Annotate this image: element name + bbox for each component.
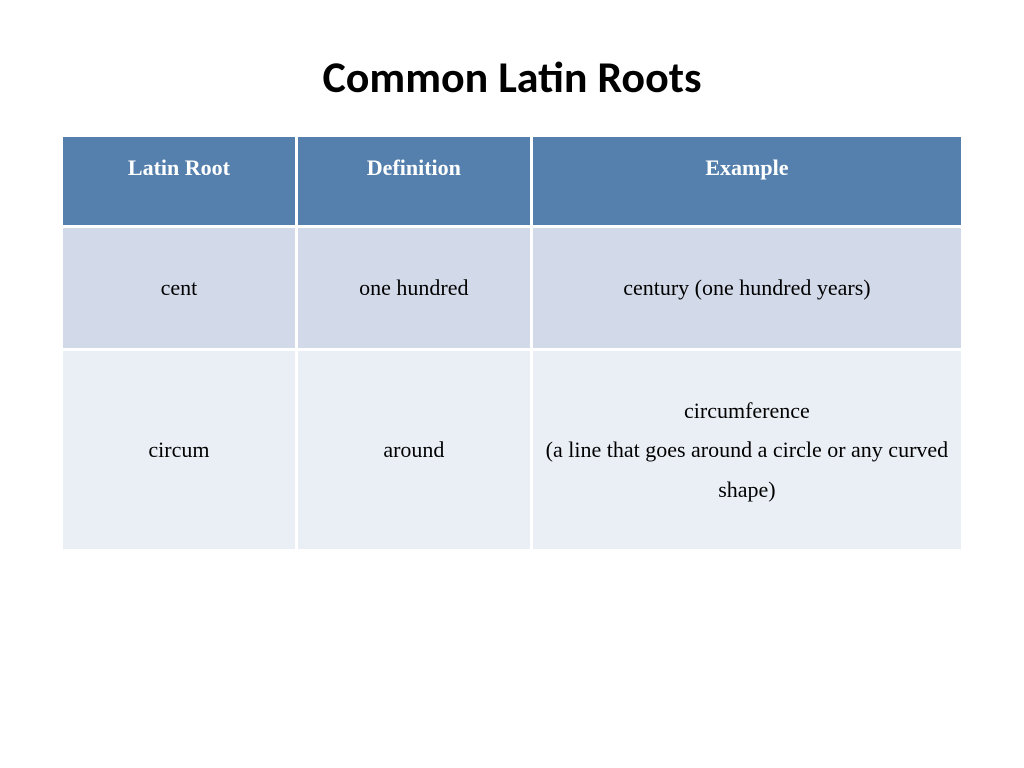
table-row: cent one hundred century (one hundred ye… [63,228,961,348]
cell-root: cent [63,228,295,348]
header-example: Example [533,137,961,225]
cell-definition: one hundred [298,228,530,348]
header-latin-root: Latin Root [63,137,295,225]
header-definition: Definition [298,137,530,225]
table-row: circum around circumference(a line that … [63,351,961,550]
cell-definition: around [298,351,530,550]
cell-root: circum [63,351,295,550]
cell-example: century (one hundred years) [533,228,961,348]
page-title: Common Latin Roots [60,50,964,104]
latin-roots-table: Latin Root Definition Example cent one h… [60,134,964,552]
table-header-row: Latin Root Definition Example [63,137,961,225]
cell-example: circumference(a line that goes around a … [533,351,961,550]
